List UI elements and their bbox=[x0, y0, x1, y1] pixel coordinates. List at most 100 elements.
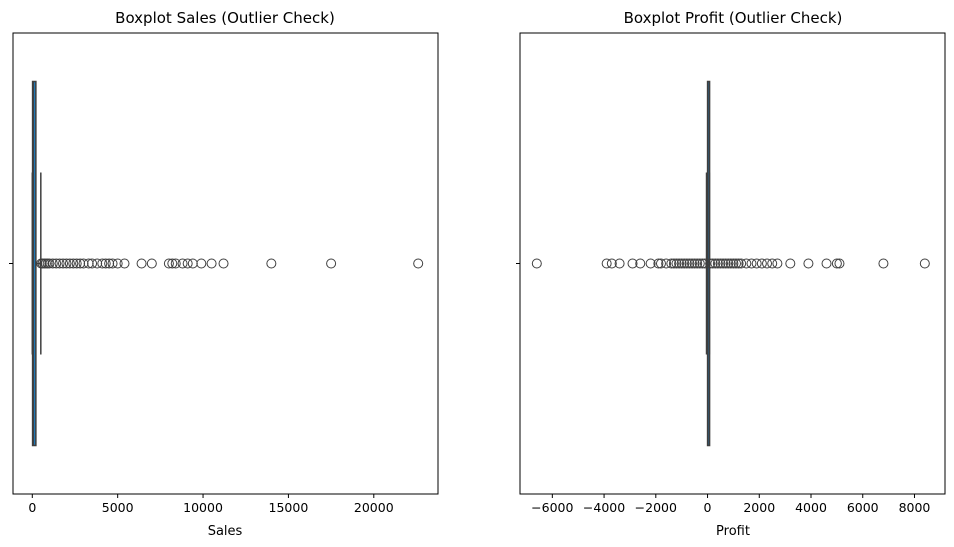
sales-outlier-point bbox=[112, 258, 123, 269]
profit-outlier-point bbox=[715, 258, 726, 269]
profit-x-tick-label: 4000 bbox=[795, 500, 827, 515]
profit-outlier-point bbox=[655, 258, 666, 269]
profit-outlier-point bbox=[720, 258, 731, 269]
sales-outlier-point bbox=[177, 258, 188, 269]
axes-frame-sales bbox=[12, 32, 439, 495]
profit-outlier-point bbox=[831, 258, 842, 269]
profit-outlier-point bbox=[681, 258, 692, 269]
profit-outlier-point bbox=[772, 258, 783, 269]
sales-outlier-point bbox=[146, 258, 157, 269]
sales-outlier-point bbox=[119, 258, 130, 269]
sales-outlier-point bbox=[97, 258, 108, 269]
profit-x-tick-label: 8000 bbox=[899, 500, 931, 515]
profit-x-tick-label: 2000 bbox=[743, 500, 775, 515]
sales-outlier-point bbox=[170, 258, 181, 269]
profit-outlier-point bbox=[723, 258, 734, 269]
profit-outlier-point bbox=[645, 258, 656, 269]
sales-outlier-point bbox=[64, 258, 75, 269]
profit-outlier-point bbox=[733, 258, 744, 269]
profit-outlier-point bbox=[635, 258, 646, 269]
profit-outlier-point bbox=[707, 258, 718, 269]
sales-outlier-point bbox=[187, 258, 198, 269]
sales-x-tick-label: 20000 bbox=[354, 500, 394, 515]
sales-outlier-point bbox=[266, 258, 277, 269]
sales-x-tick-label: 10000 bbox=[183, 500, 223, 515]
chart-title-sales: Boxplot Sales (Outlier Check) bbox=[115, 9, 335, 27]
profit-outlier-point bbox=[689, 258, 700, 269]
sales-outlier-point bbox=[54, 258, 65, 269]
profit-outlier-point bbox=[531, 258, 542, 269]
profit-outlier-point bbox=[692, 258, 703, 269]
profit-outlier-point bbox=[661, 258, 672, 269]
subplot-sales: Boxplot Sales (Outlier Check) 0 5000 10000… bbox=[9, 9, 439, 539]
sales-x-tick-label: 0 bbox=[28, 500, 36, 515]
sales-outlier-point bbox=[68, 258, 79, 269]
sales-outlier-point bbox=[58, 258, 69, 269]
profit-outlier-point bbox=[728, 258, 739, 269]
sales-outlier-point bbox=[196, 258, 207, 269]
profit-outlier-point bbox=[699, 258, 710, 269]
profit-outlier-point bbox=[627, 258, 638, 269]
profit-x-tick-label: −4000 bbox=[583, 500, 625, 515]
profit-outlier-point bbox=[668, 258, 679, 269]
profit-outlier-point bbox=[666, 258, 677, 269]
profit-outlier-point bbox=[785, 258, 796, 269]
profit-outlier-point bbox=[821, 258, 832, 269]
sales-outlier-point bbox=[163, 258, 174, 269]
sales-outlier-point bbox=[47, 258, 58, 269]
x-axis-profit: −6000 −4000 −2000 0 2000 4000 6000 8000 bbox=[531, 494, 930, 515]
profit-outlier-point bbox=[606, 258, 617, 269]
profit-outlier-point bbox=[694, 258, 705, 269]
sales-outlier-point bbox=[92, 258, 103, 269]
sales-outlier-point bbox=[167, 258, 178, 269]
profit-outlier-point bbox=[756, 258, 767, 269]
profit-outlier-point bbox=[710, 258, 721, 269]
profit-outlier-point bbox=[684, 258, 695, 269]
profit-outlier-point bbox=[834, 258, 845, 269]
sales-outlier-point bbox=[61, 258, 72, 269]
sales-outlier-point bbox=[218, 258, 229, 269]
profit-outlier-point bbox=[653, 258, 664, 269]
profit-outlier-point bbox=[762, 258, 773, 269]
chart-title-profit: Boxplot Profit (Outlier Check) bbox=[624, 9, 843, 27]
profit-outlier-point bbox=[705, 258, 716, 269]
profit-outlier-point bbox=[671, 258, 682, 269]
profit-outlier-point bbox=[687, 258, 698, 269]
profit-x-tick-label: −6000 bbox=[531, 500, 573, 515]
profit-outlier-point bbox=[736, 258, 747, 269]
profit-outlier-point bbox=[919, 258, 930, 269]
profit-outlier-point bbox=[725, 258, 736, 269]
x-axis-label-profit: Profit bbox=[716, 524, 750, 539]
profit-outlier-point bbox=[767, 258, 778, 269]
sales-outlier-point bbox=[107, 258, 118, 269]
profit-outlier-point bbox=[803, 258, 814, 269]
sales-outlier-point bbox=[100, 258, 111, 269]
subplot-profit: Boxplot Profit (Outlier Check) −6000 −400… bbox=[516, 9, 946, 539]
sales-outlier-point bbox=[44, 258, 55, 269]
profit-outlier-point bbox=[712, 258, 723, 269]
sales-outlier-point bbox=[206, 258, 217, 269]
sales-plot-marks bbox=[31, 80, 424, 447]
profit-outlier-point bbox=[674, 258, 685, 269]
sales-x-tick-label: 5000 bbox=[102, 500, 134, 515]
profit-outlier-point bbox=[676, 258, 687, 269]
sales-outlier-point bbox=[87, 258, 98, 269]
profit-outlier-point bbox=[601, 258, 612, 269]
profit-x-tick-label: 0 bbox=[704, 500, 712, 515]
profit-outlier-point bbox=[718, 258, 729, 269]
profit-outlier-point bbox=[697, 258, 708, 269]
profit-outlier-point bbox=[751, 258, 762, 269]
sales-outlier-point bbox=[326, 258, 337, 269]
sales-outlier-point bbox=[71, 258, 82, 269]
sales-outlier-point bbox=[51, 258, 62, 269]
profit-x-tick-label: −2000 bbox=[635, 500, 677, 515]
sales-outlier-point bbox=[413, 258, 424, 269]
profit-outlier-point bbox=[746, 258, 757, 269]
sales-outlier-point bbox=[136, 258, 147, 269]
sales-outlier-point bbox=[182, 258, 193, 269]
profit-outlier-point bbox=[679, 258, 690, 269]
profit-outlier-point bbox=[741, 258, 752, 269]
profit-outlier-point bbox=[614, 258, 625, 269]
profit-outlier-point bbox=[730, 258, 741, 269]
